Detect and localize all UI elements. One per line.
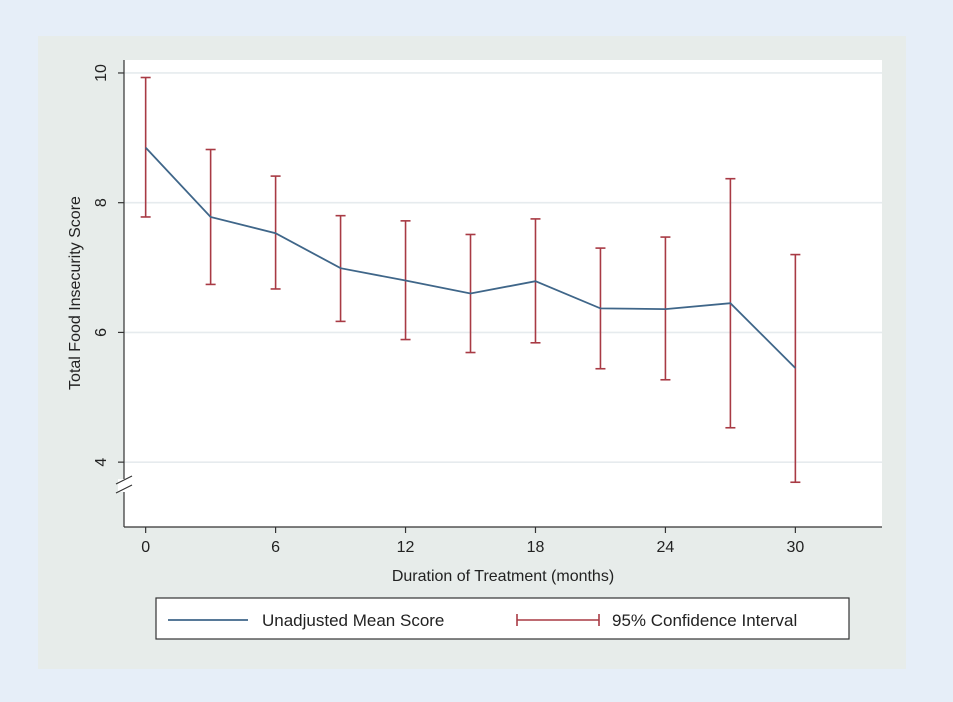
chart-figure: 0 6 12 18 24 30 4 6 8 10 Duration of Treatment (… (38, 36, 906, 669)
y-ticks: 4 6 8 10 (93, 64, 124, 467)
ci-bar (790, 253, 801, 484)
y-tick-label: 10 (93, 64, 110, 82)
plot-area (124, 60, 882, 527)
legend-label-mean: Unadjusted Mean Score (262, 611, 444, 630)
x-tick-label: 0 (141, 539, 150, 556)
x-tick-label: 12 (397, 539, 415, 556)
x-tick-label: 6 (271, 539, 280, 556)
grid-lines (124, 72, 882, 463)
y-tick-label: 4 (93, 458, 110, 467)
y-tick-label: 6 (93, 328, 110, 337)
x-tick-label: 24 (657, 539, 675, 556)
legend-label-ci: 95% Confidence Interval (612, 611, 797, 630)
legend-box (155, 597, 850, 640)
mean-score-line (145, 146, 797, 369)
x-ticks: 0 6 12 18 24 30 (141, 527, 804, 556)
axes (115, 60, 882, 528)
ci-bar (140, 76, 151, 218)
x-tick-label: 18 (527, 539, 545, 556)
x-axis-title: Duration of Treatment (months) (392, 568, 614, 585)
chart-svg: 0 6 12 18 24 30 4 6 8 10 Duration of Treatment (… (67, 60, 882, 640)
y-axis-break (115, 475, 133, 494)
mean-line (145, 146, 797, 369)
y-tick-label: 8 (93, 198, 110, 207)
legend-ci-swatch (516, 614, 600, 626)
x-tick-label: 30 (786, 539, 804, 556)
y-axis-title: Total Food Insecurity Score (67, 196, 84, 390)
legend: Unadjusted Mean Score 95% Confidence Int… (155, 597, 850, 640)
